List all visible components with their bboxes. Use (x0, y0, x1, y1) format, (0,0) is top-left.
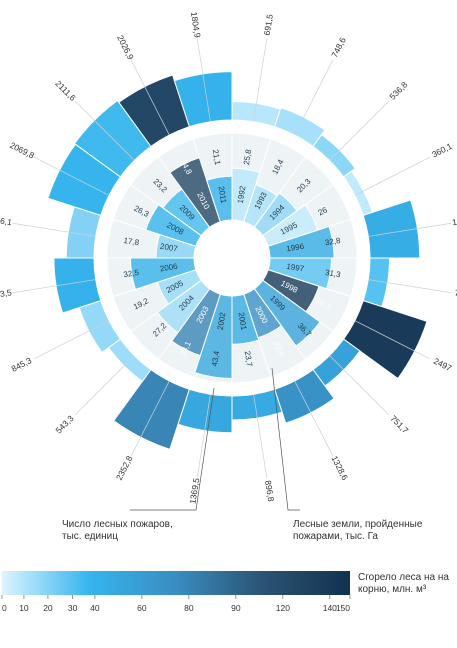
area-label-2011: 1804,9 (189, 11, 203, 39)
fires-label-2006: 32,5 (123, 268, 140, 279)
chart-center (195, 221, 269, 295)
leader-line-2003 (130, 380, 170, 456)
legend-tick-label-60: 60 (137, 603, 147, 613)
legend-tick-label-140: 140 (323, 603, 337, 613)
area-label-2009: 2111,6 (53, 78, 78, 103)
area-label-1998: 2497 (432, 356, 454, 374)
leader-line-2002 (196, 394, 211, 478)
leader-line-2007 (12, 222, 96, 237)
fires-label-2001: 23,7 (243, 350, 254, 367)
area-label-1996: 1853,5 (451, 213, 457, 227)
leader-line-2008 (34, 156, 110, 196)
annotation-line-fires (130, 387, 215, 511)
year-label-1992: 1992 (236, 185, 248, 205)
area-label-2003: 2352,8 (114, 454, 135, 482)
fires-label-1997: 31,3 (324, 268, 341, 279)
area-label-2001: 896,8 (263, 480, 276, 503)
legend-tick-label-40: 40 (90, 603, 100, 613)
area-label-2002: 1369,5 (187, 477, 201, 505)
leader-line-2009 (74, 100, 135, 161)
fires-label-1992: 25,8 (242, 148, 253, 165)
year-label-1997: 1997 (286, 262, 306, 274)
fires-label-2007: 17,8 (123, 236, 140, 247)
leader-line-1992 (253, 38, 268, 122)
legend-tick-label-10: 10 (19, 603, 29, 613)
leader-line-2005 (34, 320, 110, 360)
area-label-2010: 2026,9 (115, 34, 136, 62)
leader-line-2000 (294, 380, 334, 456)
leader-line-1997 (368, 279, 452, 294)
fires-bar-2011 (206, 175, 233, 223)
area-label-2006: 1493,5 (0, 287, 13, 301)
leader-line-1993 (294, 60, 334, 136)
area-label-2004: 543,3 (54, 413, 76, 435)
legend-tick-label-0: 0 (2, 603, 7, 613)
fires-label-1996: 32,8 (324, 236, 341, 247)
leader-line-2001 (253, 394, 268, 478)
area-label-1993: 748,6 (329, 35, 348, 59)
year-label-2002: 2002 (216, 311, 228, 331)
legend-tick-label-20: 20 (43, 603, 53, 613)
leader-line-2011 (196, 38, 211, 122)
year-label-2006: 2006 (159, 262, 179, 274)
legend-gradient-bar (2, 571, 350, 595)
area-bar-1995 (342, 170, 374, 216)
leader-line-1998 (354, 320, 430, 360)
fires-label-2011: 21,1 (211, 149, 222, 166)
year-label-1996: 1996 (286, 242, 306, 254)
area-label-1999: 751,7 (388, 413, 410, 435)
area-bar-1998 (342, 300, 428, 380)
leader-line-2006 (12, 279, 96, 294)
legend-tick-label-120: 120 (276, 603, 290, 613)
area-label-2005: 845,3 (10, 355, 34, 374)
leader-line-2004 (74, 355, 135, 416)
year-label-2007: 2007 (159, 242, 179, 254)
legend-tick-label-80: 80 (184, 603, 194, 613)
area-label-2000: 1328,6 (329, 454, 350, 482)
area-label-1992: 691,5 (262, 13, 275, 36)
area-label-2007: 1036,1 (0, 213, 13, 227)
area-label-1997: 726,7 (454, 288, 457, 301)
legend-title: Сгорело леса на на корню, млн. м³ (358, 572, 449, 595)
legend-tick-label-150: 150 (336, 603, 350, 613)
area-bar-1996 (362, 199, 421, 259)
leader-line-2010 (130, 60, 170, 136)
legend-tick-label-30: 30 (68, 603, 78, 613)
annotation-line-area (271, 367, 300, 511)
area-label-1994: 536,8 (387, 79, 409, 101)
leader-line-1999 (329, 355, 390, 416)
year-label-2001: 2001 (237, 312, 249, 332)
area-label-2008: 2069,8 (8, 140, 36, 161)
year-label-2011: 2011 (217, 186, 229, 205)
leader-line-1994 (329, 100, 390, 161)
fires-label-2002: 43,4 (210, 350, 221, 367)
leader-line-1996 (368, 222, 452, 237)
leader-line-1995 (354, 156, 430, 196)
area-bar-2003 (113, 368, 190, 450)
chart-sectors (12, 38, 452, 478)
annotation-burned-area: Лесные земли, пройденные пожарами, тыс. … (293, 519, 423, 542)
annotation-fire-count: Число лесных пожаров, тыс. единиц (62, 519, 173, 542)
area-label-1995: 360,1 (430, 141, 454, 160)
legend-tick-label-90: 90 (231, 603, 241, 613)
area-bar-2011 (173, 71, 233, 128)
